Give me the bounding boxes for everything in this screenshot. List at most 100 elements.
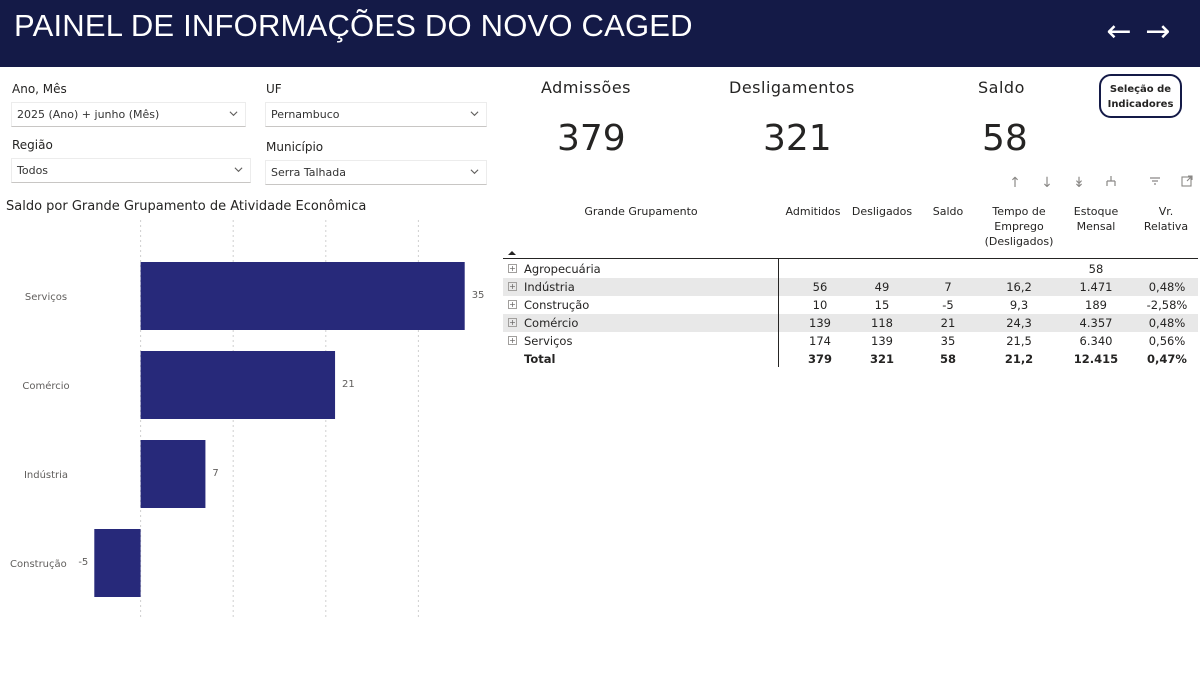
cell-estoque: 1.471 bbox=[1079, 280, 1113, 294]
admissoes-label: Admissões bbox=[541, 78, 631, 97]
cell-desligados: 118 bbox=[871, 316, 893, 330]
header-tempo-line2: Emprego bbox=[994, 220, 1044, 233]
selecao-indicadores-button[interactable]: Seleção de Indicadores bbox=[1099, 74, 1182, 118]
bar-comércio[interactable] bbox=[140, 351, 336, 419]
table-row[interactable]: + Agropecuária 58 bbox=[503, 260, 1198, 278]
expand-plus-icon[interactable]: + bbox=[508, 336, 517, 345]
hierarchy-icon[interactable] bbox=[1102, 174, 1120, 192]
cell-desligados: 139 bbox=[871, 334, 893, 348]
arrow-down-icon[interactable]: ↓ bbox=[1041, 175, 1053, 191]
double-arrow-down-icon[interactable]: ↡ bbox=[1073, 175, 1085, 191]
municipio-dropdown[interactable]: Serra Talhada bbox=[265, 160, 487, 185]
cell-saldo: -5 bbox=[942, 298, 954, 312]
cell-vr: 0,48% bbox=[1148, 316, 1186, 330]
regiao-value: Todos bbox=[17, 164, 49, 177]
arrow-left-icon[interactable]: ← bbox=[1106, 14, 1132, 49]
header-estoque-line1: Estoque bbox=[1073, 205, 1119, 218]
filter-icon[interactable] bbox=[1146, 174, 1164, 192]
cell-desligados: 49 bbox=[874, 280, 890, 294]
cell-admitidos: 174 bbox=[809, 334, 831, 348]
arrow-right-icon[interactable]: → bbox=[1145, 14, 1171, 49]
header-admitidos[interactable]: Admitidos bbox=[785, 205, 841, 218]
header-tempo-line3: (Desligados) bbox=[984, 235, 1054, 248]
saldo-value: 58 bbox=[982, 118, 1028, 159]
admissoes-value: 379 bbox=[557, 118, 626, 159]
cell-desligados: 15 bbox=[874, 298, 890, 312]
total-admitidos: 379 bbox=[807, 352, 832, 366]
desligamentos-value: 321 bbox=[763, 118, 832, 159]
header-desligados[interactable]: Desligados bbox=[851, 205, 913, 218]
saldo-bar-chart: Serviços 35 Comércio 21 Indústria 7 Construção… bbox=[10, 220, 484, 620]
expand-plus-icon[interactable]: + bbox=[508, 300, 517, 309]
arrow-up-icon[interactable]: ↑ bbox=[1009, 175, 1021, 191]
cell-saldo: 7 bbox=[944, 280, 952, 294]
regiao-label: Região bbox=[12, 138, 53, 152]
row-name: Indústria bbox=[524, 280, 575, 294]
cell-saldo: 21 bbox=[940, 316, 956, 330]
regiao-dropdown[interactable]: Todos bbox=[11, 158, 251, 183]
bar-serviços[interactable] bbox=[140, 262, 465, 330]
data-label: -5 bbox=[78, 557, 88, 568]
total-saldo: 58 bbox=[939, 352, 956, 366]
table-row[interactable]: + Serviços 174 139 35 21,5 6.340 0,56% bbox=[503, 332, 1198, 350]
expand-plus-icon[interactable]: + bbox=[508, 264, 517, 273]
municipio-label: Município bbox=[266, 140, 324, 154]
sort-ascending-icon[interactable] bbox=[507, 250, 517, 256]
total-desligados: 321 bbox=[869, 352, 894, 366]
category-label: Comércio bbox=[22, 380, 69, 392]
chevron-down-icon bbox=[234, 167, 243, 173]
row-name: Comércio bbox=[524, 316, 579, 330]
cell-admitidos: 10 bbox=[812, 298, 828, 312]
header-tempo-line1: Tempo de bbox=[992, 205, 1046, 218]
category-label: Serviços bbox=[25, 292, 67, 303]
chevron-down-icon bbox=[470, 169, 479, 175]
cell-admitidos: 139 bbox=[809, 316, 831, 330]
header-divider bbox=[503, 258, 1198, 259]
expand-plus-icon[interactable]: + bbox=[508, 318, 517, 327]
cell-vr: -2,58% bbox=[1146, 298, 1188, 312]
selecao-line2: Indicadores bbox=[1107, 99, 1174, 110]
header-tempo-emprego[interactable]: Tempo de Emprego (Desligados) bbox=[978, 204, 1060, 249]
data-label: 7 bbox=[212, 468, 218, 479]
cell-estoque: 58 bbox=[1088, 262, 1104, 276]
table-row[interactable]: + Construção 10 15 -5 9,3 189 -2,58% bbox=[503, 296, 1198, 314]
chart-title: Saldo por Grande Grupamento de Atividade… bbox=[6, 199, 367, 214]
cell-tempo: 9,3 bbox=[1009, 298, 1029, 312]
header-vr-line2: Relativa bbox=[1143, 220, 1189, 233]
header-vr-line1: Vr. bbox=[1158, 205, 1174, 218]
ano-mes-label: Ano, Mês bbox=[12, 82, 67, 96]
uf-label: UF bbox=[266, 82, 282, 96]
row-name: Serviços bbox=[524, 334, 573, 348]
category-label: Indústria bbox=[24, 469, 68, 481]
header-saldo[interactable]: Saldo bbox=[932, 205, 964, 218]
total-estoque: 12.415 bbox=[1073, 352, 1119, 366]
total-label: Total bbox=[524, 352, 556, 366]
category-label: Construção bbox=[10, 559, 67, 570]
chevron-down-icon bbox=[470, 111, 479, 117]
uf-value: Pernambuco bbox=[271, 108, 340, 121]
saldo-label: Saldo bbox=[978, 78, 1025, 97]
row-name: Construção bbox=[524, 298, 590, 312]
expand-plus-icon[interactable]: + bbox=[508, 282, 517, 291]
chevron-down-icon bbox=[229, 111, 238, 117]
cell-vr: 0,56% bbox=[1148, 334, 1186, 348]
ano-mes-dropdown[interactable]: 2025 (Ano) + junho (Mês) bbox=[11, 102, 246, 127]
page-title: PAINEL DE INFORMAÇÕES DO NOVO CAGED bbox=[14, 8, 693, 43]
row-name: Agropecuária bbox=[524, 262, 601, 276]
header-estoque-line2: Mensal bbox=[1076, 220, 1116, 233]
focus-mode-icon[interactable] bbox=[1178, 174, 1196, 192]
ano-mes-value: 2025 (Ano) + junho (Mês) bbox=[17, 108, 160, 121]
header-grande-grupamento[interactable]: Grande Grupamento bbox=[584, 205, 698, 218]
cell-admitidos: 56 bbox=[812, 280, 828, 294]
bar-indústria[interactable] bbox=[140, 440, 206, 508]
bar-construção[interactable] bbox=[94, 529, 141, 597]
header-estoque-mensal[interactable]: Estoque Mensal bbox=[1064, 204, 1128, 234]
uf-dropdown[interactable]: Pernambuco bbox=[265, 102, 487, 127]
table-row[interactable]: + Comércio 139 118 21 24,3 4.357 0,48% bbox=[503, 314, 1198, 332]
header-vr-relativa[interactable]: Vr. Relativa bbox=[1136, 204, 1196, 234]
cell-tempo: 16,2 bbox=[1006, 280, 1032, 294]
row-header-divider bbox=[778, 259, 779, 367]
cell-saldo: 35 bbox=[940, 334, 956, 348]
data-label: 21 bbox=[342, 379, 355, 390]
table-row[interactable]: + Indústria 56 49 7 16,2 1.471 0,48% bbox=[503, 278, 1198, 296]
